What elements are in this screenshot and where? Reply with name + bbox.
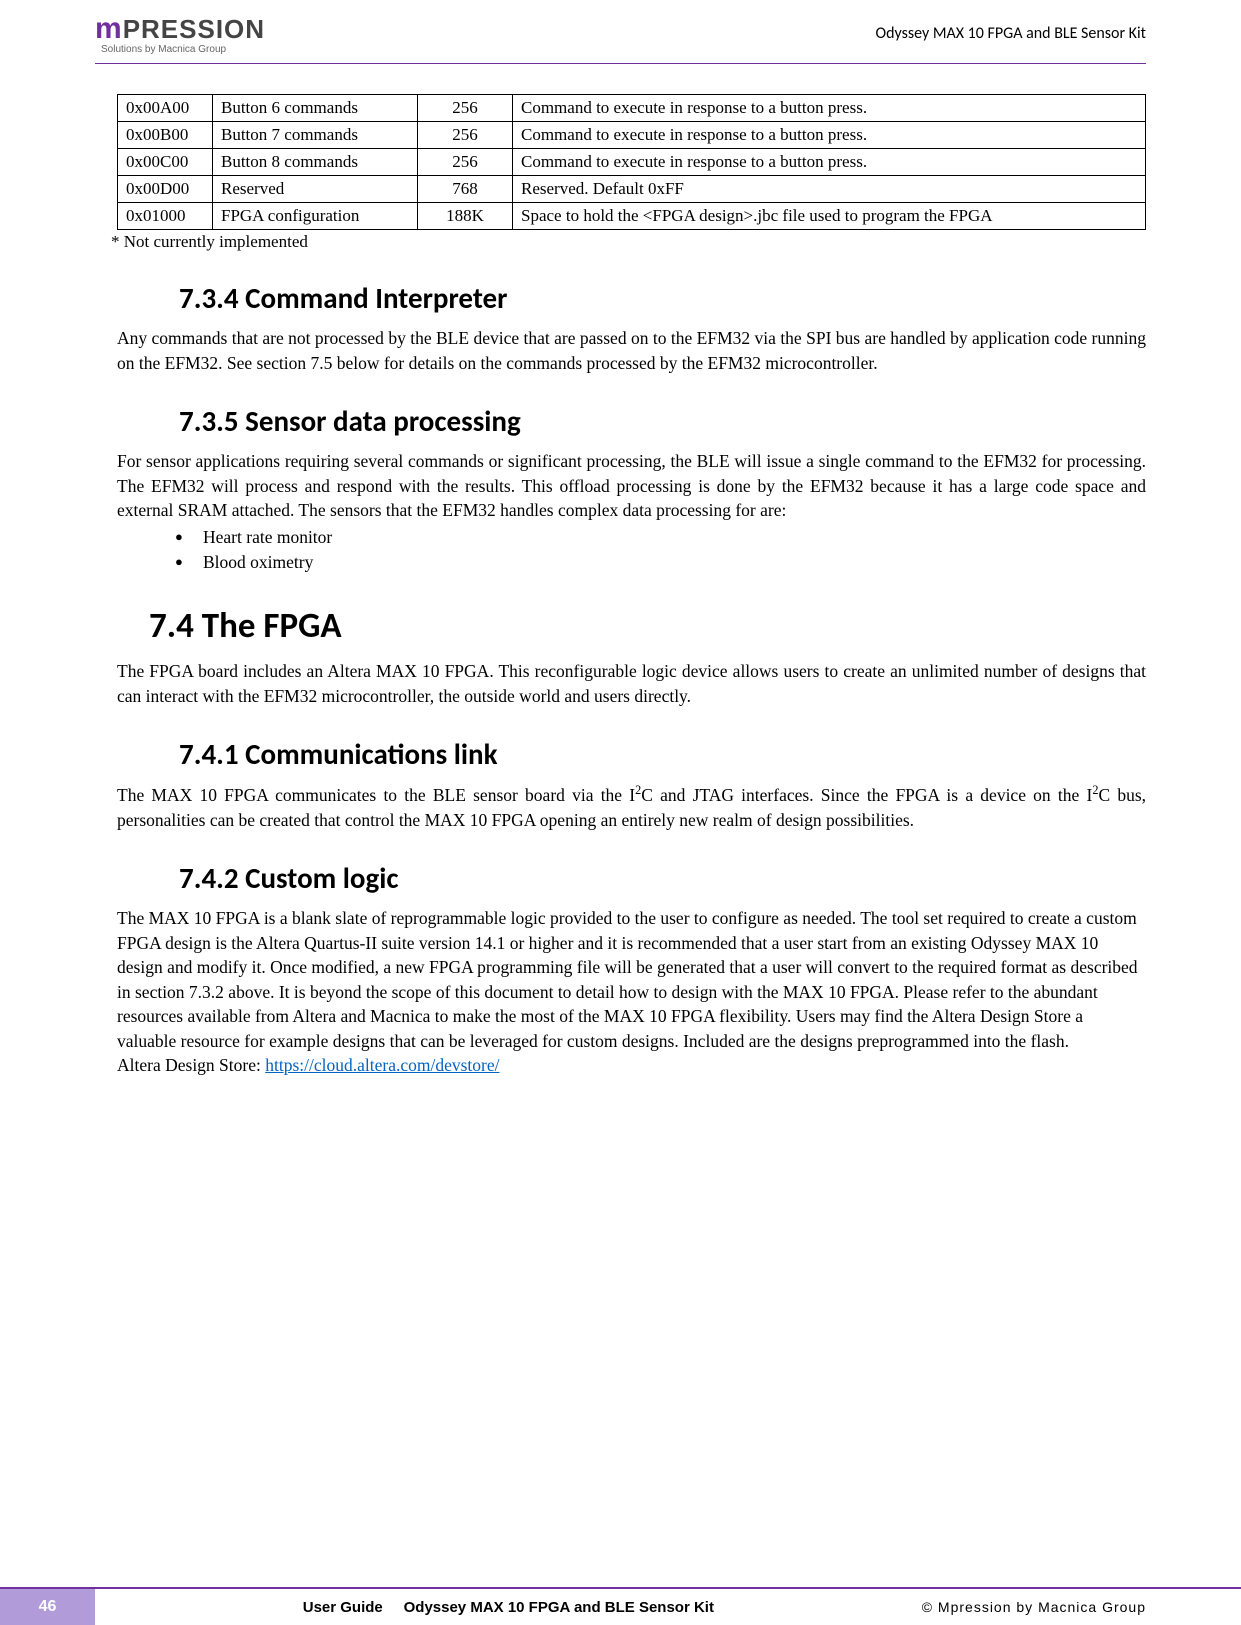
cell-addr: 0x01000 [118, 203, 213, 230]
logo-subtitle: Solutions by Macnica Group [101, 44, 265, 55]
heading-7-4-2: 7.4.2 Custom logic [179, 860, 1146, 896]
table-row: 0x00D00Reserved768Reserved. Default 0xFF [118, 176, 1146, 203]
table-row: 0x00A00Button 6 commands256Command to ex… [118, 95, 1146, 122]
body-7-3-4: Any commands that are not processed by t… [117, 326, 1146, 375]
cell-name: FPGA configuration [213, 203, 418, 230]
body-7-4-1: The MAX 10 FPGA communicates to the BLE … [117, 782, 1146, 832]
cell-size: 188K [418, 203, 513, 230]
cell-size: 256 [418, 95, 513, 122]
cell-size: 768 [418, 176, 513, 203]
cell-size: 256 [418, 122, 513, 149]
content-area: 0x00A00Button 6 commands256Command to ex… [95, 64, 1146, 1078]
table-footnote: * Not currently implemented [111, 232, 1146, 252]
list-item: Blood oximetry [175, 550, 1146, 575]
footer-user-guide-label: User Guide [303, 1599, 383, 1616]
cell-desc: Space to hold the <FPGA design>.jbc file… [513, 203, 1146, 230]
list-item: Heart rate monitor [175, 525, 1146, 550]
cell-addr: 0x00C00 [118, 149, 213, 176]
cell-addr: 0x00A00 [118, 95, 213, 122]
heading-7-3-5: 7.3.5 Sensor data processing [179, 403, 1146, 439]
cell-addr: 0x00D00 [118, 176, 213, 203]
footer-copyright: © Mpression by Macnica Group [922, 1599, 1241, 1615]
cell-desc: Command to execute in response to a butt… [513, 122, 1146, 149]
cell-name: Reserved [213, 176, 418, 203]
heading-7-4-1: 7.4.1 Communications link [179, 736, 1146, 772]
cell-desc: Reserved. Default 0xFF [513, 176, 1146, 203]
page-header: mPRESSION Solutions by Macnica Group Ody… [95, 0, 1146, 64]
body-7-4-2: The MAX 10 FPGA is a blank slate of repr… [117, 906, 1146, 1078]
footer-center: User Guide Odyssey MAX 10 FPGA and BLE S… [95, 1599, 922, 1616]
cell-name: Button 7 commands [213, 122, 418, 149]
body-7-4: The FPGA board includes an Altera MAX 10… [117, 659, 1146, 708]
cell-desc: Command to execute in response to a butt… [513, 149, 1146, 176]
table-row: 0x01000FPGA configuration188KSpace to ho… [118, 203, 1146, 230]
altera-design-store-link[interactable]: https://cloud.altera.com/devstore/ [265, 1055, 499, 1075]
heading-7-3-4: 7.3.4 Command Interpreter [179, 280, 1146, 316]
table-row: 0x00B00Button 7 commands256Command to ex… [118, 122, 1146, 149]
logo-m: m [95, 12, 123, 45]
bullet-list-7-3-5: Heart rate monitor Blood oximetry [175, 525, 1146, 576]
logo: mPRESSION Solutions by Macnica Group [95, 12, 265, 55]
heading-7-4: 7.4 The FPGA [149, 605, 1146, 647]
body-7-3-5: For sensor applications requiring severa… [117, 449, 1146, 523]
page-footer: 46 User Guide Odyssey MAX 10 FPGA and BL… [0, 1587, 1241, 1625]
cell-name: Button 8 commands [213, 149, 418, 176]
table-row: 0x00C00Button 8 commands256Command to ex… [118, 149, 1146, 176]
footer-doc-title: Odyssey MAX 10 FPGA and BLE Sensor Kit [404, 1599, 714, 1616]
header-title: Odyssey MAX 10 FPGA and BLE Sensor Kit [875, 24, 1146, 43]
page-number: 46 [0, 1589, 95, 1625]
cell-addr: 0x00B00 [118, 122, 213, 149]
cell-desc: Command to execute in response to a butt… [513, 95, 1146, 122]
logo-pression: PRESSION [123, 14, 265, 44]
memory-map-table: 0x00A00Button 6 commands256Command to ex… [117, 94, 1146, 230]
cell-name: Button 6 commands [213, 95, 418, 122]
cell-size: 256 [418, 149, 513, 176]
